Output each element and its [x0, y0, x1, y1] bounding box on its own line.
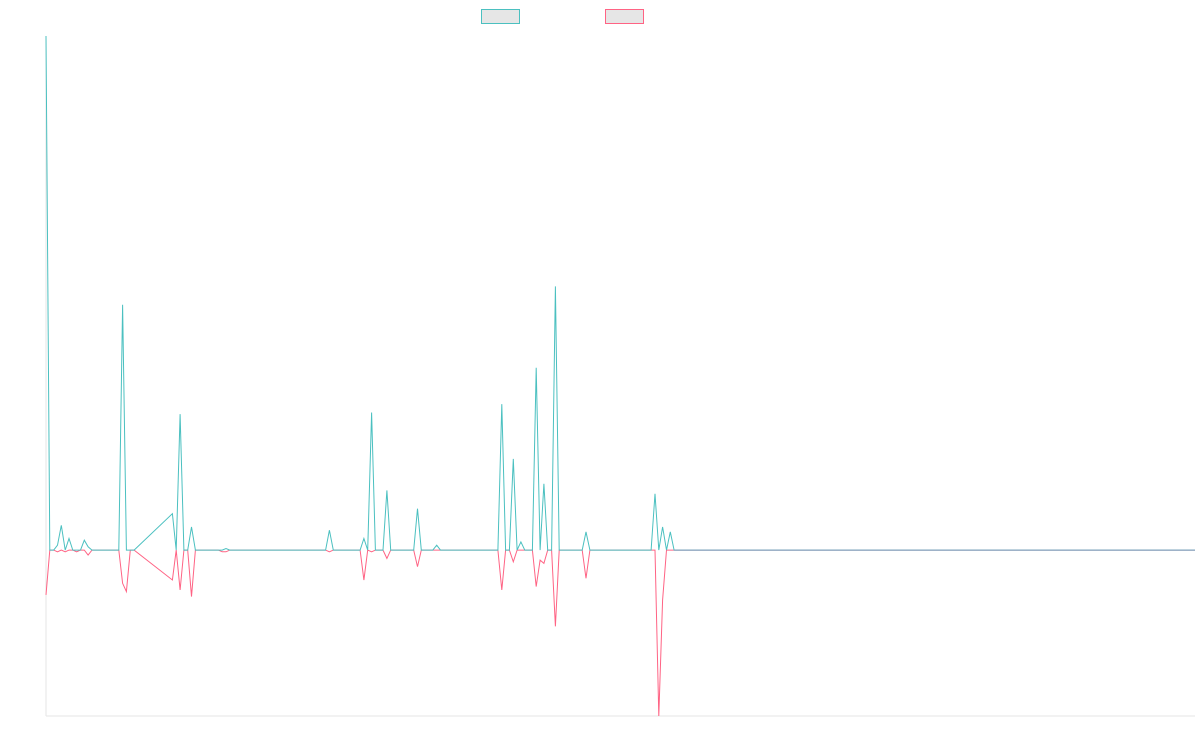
legend-swatch-series-a[interactable] — [481, 9, 520, 24]
series-line-red[interactable] — [45, 549, 1195, 717]
series-line-teal[interactable] — [45, 35, 1195, 551]
legend-swatch-series-b[interactable] — [605, 9, 644, 24]
